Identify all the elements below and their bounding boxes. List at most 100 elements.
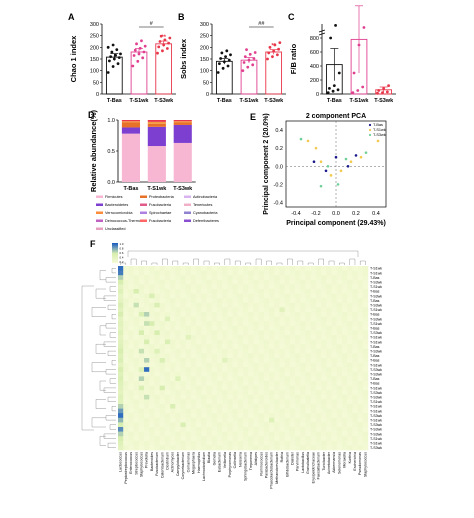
heatmap-cell [237,335,244,340]
heatmap-cell [206,289,213,294]
row-label: T-Bas [370,290,380,294]
heatmap-cell [206,321,213,327]
heatmap-cell [248,422,254,428]
heatmap-cell [253,358,259,363]
heatmap-cell [216,293,223,299]
heatmap-cell [357,335,364,340]
heatmap-cell [123,279,129,285]
heatmap-cell [201,279,207,285]
heatmap-cell [269,431,275,437]
data-point [141,56,145,60]
data-point [275,53,279,57]
heatmap-cell [211,381,218,386]
heatmap-cell [227,385,233,391]
heatmap-cell [149,413,155,419]
heatmap-cell [269,381,275,386]
heatmap-cell [175,381,181,386]
heatmap-cell [315,408,322,414]
heatmap-cell [284,321,291,327]
heatmap-cell [341,376,348,382]
heatmap-cell [232,399,239,405]
heatmap-cell [133,436,140,442]
heatmap-cell [279,394,285,400]
column-dendrogram-branch [339,262,345,265]
heatmap-cell [154,307,160,313]
heatmap-cell [128,390,134,396]
heatmap-cell [164,404,171,409]
heatmap-cell [154,427,160,432]
heatmap-cell [274,436,280,442]
heatmap-cell [315,321,322,327]
heatmap-cell [118,390,124,396]
heatmap-cell [263,440,270,446]
data-point [157,45,161,49]
heatmap-cell [331,270,338,276]
heatmap-cell [232,289,239,294]
heatmap-cell [263,344,270,350]
heatmap-cell [138,362,145,368]
row-label: T-S3wk [370,331,382,335]
heatmap-cell [190,298,197,304]
heatmap-cell [274,348,280,354]
heatmap-cell [326,394,332,400]
heatmap-cell [170,344,176,350]
heatmap-cell [305,302,312,308]
data-point [351,91,355,94]
heatmap-cell [352,298,358,304]
heatmap-cell [196,344,202,350]
heatmap-cell [331,436,338,442]
heatmap-cell [305,284,312,290]
heatmap-cell [326,367,332,373]
heatmap-cell [321,422,327,428]
heatmap-cell [232,335,239,340]
heatmap-cell [274,358,280,363]
heatmap-cell [310,422,317,428]
legend-swatch [96,203,103,206]
heatmap-cell [154,408,160,414]
heatmap-cell [336,275,343,281]
heatmap-cell [295,390,301,396]
heatmap-cell [128,417,134,423]
heatmap-cell [154,413,160,419]
heatmap-cell [175,413,181,419]
heatmap-cell [180,436,187,442]
colorbar-step [112,247,118,249]
heatmap-cell [263,381,270,386]
heatmap-cell [326,353,332,359]
heatmap-cell [331,399,338,405]
heatmap-cell [118,427,124,432]
legend-label: Cyanobacteria [193,211,218,215]
heatmap-cell [284,362,291,368]
heatmap-cell [216,408,223,414]
heatmap-cell [274,330,280,336]
heatmap-cell [154,284,160,290]
y-axis-label: Chao 1 index [69,35,78,83]
heatmap-cell [362,404,369,409]
heatmap-cell [190,325,197,331]
heatmap-cell [321,381,327,386]
heatmap-cell [190,348,197,354]
heatmap-cell [347,325,353,331]
heatmap-cell [180,325,187,331]
heatmap-cell [362,417,369,423]
heatmap-cell [362,284,369,290]
heatmap-cell [216,436,223,442]
data-point [243,55,247,59]
heatmap-cell [305,298,312,304]
legend-label: T-Bas [373,123,383,127]
scatter-point [359,155,363,159]
heatmap-cell [175,417,181,423]
heatmap-cell [185,394,192,400]
heatmap-cell [206,381,213,386]
heatmap-cell [159,348,166,354]
heatmap-cell [170,316,176,322]
data-point [332,84,336,87]
heatmap-cell [201,385,207,391]
heatmap-cell [362,358,369,363]
heatmap-cell [185,399,192,405]
legend-swatch [140,195,147,198]
heatmap-cell [222,266,228,271]
column-label: Comamonas [186,452,190,473]
heatmap-cell [190,275,197,281]
heatmap-cell [149,348,155,354]
